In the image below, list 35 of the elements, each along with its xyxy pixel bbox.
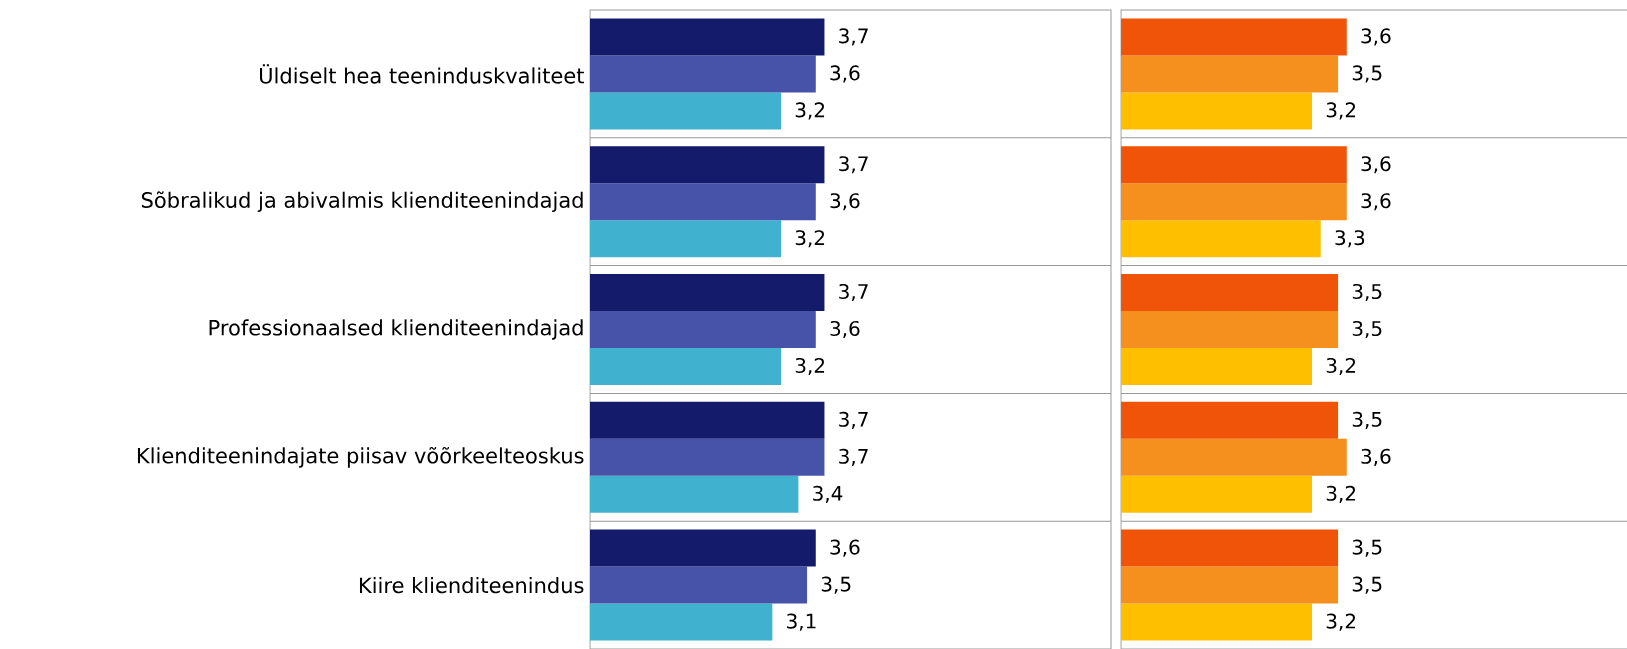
y-tick-label: Kiire klienditeenindus bbox=[359, 576, 584, 594]
y-tick-label: Klienditeenindajate piisav võõrkeelteoskus bbox=[137, 446, 584, 468]
data-label: 3,5 bbox=[1352, 539, 1382, 557]
data-label: 3,7 bbox=[839, 448, 868, 466]
data-label: 3,6 bbox=[1361, 156, 1391, 174]
data-label: 3,2 bbox=[1326, 485, 1356, 503]
data-label: 3,2 bbox=[1326, 357, 1356, 376]
data-label: 3,2 bbox=[795, 230, 825, 248]
data-label: 3,2 bbox=[1326, 102, 1356, 120]
data-label: 3,6 bbox=[830, 539, 860, 557]
data-label: 3,6 bbox=[830, 65, 860, 83]
data-label: 3,2 bbox=[795, 102, 825, 120]
data-label: 3,5 bbox=[1352, 576, 1382, 594]
y-tick-label: Sõbralikud ja abivalmis klienditeenindajad bbox=[141, 191, 583, 213]
data-label: 3,7 bbox=[839, 283, 868, 302]
data-label: 3,2 bbox=[1326, 613, 1356, 631]
data-label: 3,6 bbox=[830, 193, 860, 211]
data-label: 3,7 bbox=[839, 156, 868, 174]
data-label: 3,6 bbox=[830, 320, 860, 339]
data-label: 3,6 bbox=[1361, 193, 1391, 211]
data-label: 3,3 bbox=[1335, 230, 1365, 248]
data-label: 3,1 bbox=[787, 613, 816, 631]
data-label: 3,7 bbox=[839, 28, 868, 46]
data-label: 3,5 bbox=[821, 576, 851, 594]
data-label: 3,2 bbox=[795, 357, 825, 376]
data-label: 3,5 bbox=[1352, 283, 1382, 302]
data-label: 3,5 bbox=[1352, 411, 1382, 429]
data-label: 3,5 bbox=[1352, 65, 1382, 83]
data-label: 3,6 bbox=[1361, 28, 1391, 46]
data-label: 3,5 bbox=[1352, 320, 1382, 339]
y-tick-label: Professionaalsed klienditeenindajad bbox=[209, 319, 583, 340]
data-label: 3,7 bbox=[839, 411, 868, 429]
data-label: 3,4 bbox=[813, 485, 843, 503]
y-tick-label: Üldiselt hea teeninduskvaliteet bbox=[260, 64, 584, 84]
data-label: 3,6 bbox=[1361, 448, 1391, 466]
